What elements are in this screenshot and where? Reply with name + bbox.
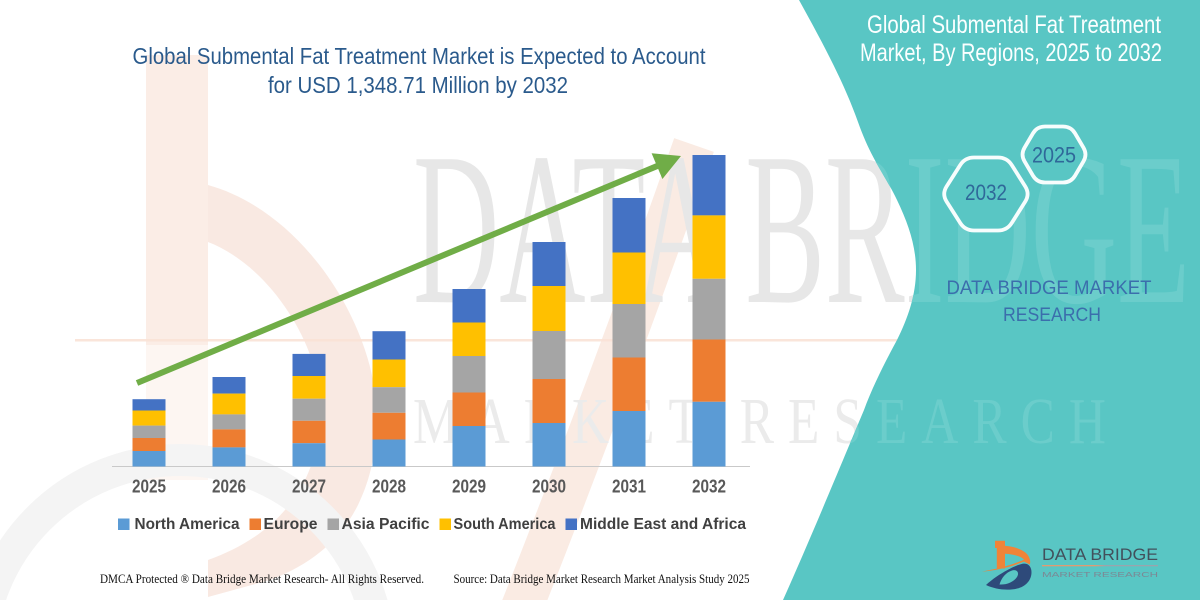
svg-text:2029: 2029 — [452, 477, 486, 497]
svg-text:Europe: Europe — [264, 516, 318, 533]
svg-text:North America: North America — [135, 516, 240, 533]
svg-text:Global Submental Fat Treatment: Global Submental Fat Treatment Market is… — [133, 43, 706, 69]
svg-text:DATA BRIDGE: DATA BRIDGE — [1042, 545, 1158, 564]
svg-text:2028: 2028 — [372, 477, 406, 497]
svg-text:2025: 2025 — [1032, 143, 1076, 168]
svg-text:2031: 2031 — [612, 477, 646, 497]
svg-text:MARKET RESEARCH: MARKET RESEARCH — [1042, 570, 1158, 579]
svg-text:South America: South America — [454, 516, 556, 533]
svg-text:2027: 2027 — [292, 477, 326, 497]
svg-text:DMCA Protected ® Data Bridge M: DMCA Protected ® Data Bridge Market Rese… — [100, 571, 424, 586]
svg-text:2026: 2026 — [212, 477, 246, 497]
svg-text:Middle East and Africa: Middle East and Africa — [580, 516, 746, 533]
svg-text:DATA BRIDGE MARKET: DATA BRIDGE MARKET — [947, 277, 1152, 299]
svg-text:for USD 1,348.71 Million by 20: for USD 1,348.71 Million by 2032 — [268, 72, 568, 98]
svg-text:Market, By Regions, 2025 to 20: Market, By Regions, 2025 to 2032 — [860, 39, 1162, 67]
svg-text:Asia Pacific: Asia Pacific — [342, 516, 430, 533]
svg-text:Global Submental Fat Treatment: Global Submental Fat Treatment — [867, 11, 1161, 39]
svg-text:2032: 2032 — [965, 180, 1007, 205]
svg-text:RESEARCH: RESEARCH — [1003, 304, 1101, 326]
svg-text:2030: 2030 — [532, 477, 566, 497]
svg-text:2032: 2032 — [692, 477, 726, 497]
svg-text:Source: Data Bridge Market Res: Source: Data Bridge Market Research Mark… — [454, 571, 750, 586]
svg-text:2025: 2025 — [132, 477, 166, 497]
